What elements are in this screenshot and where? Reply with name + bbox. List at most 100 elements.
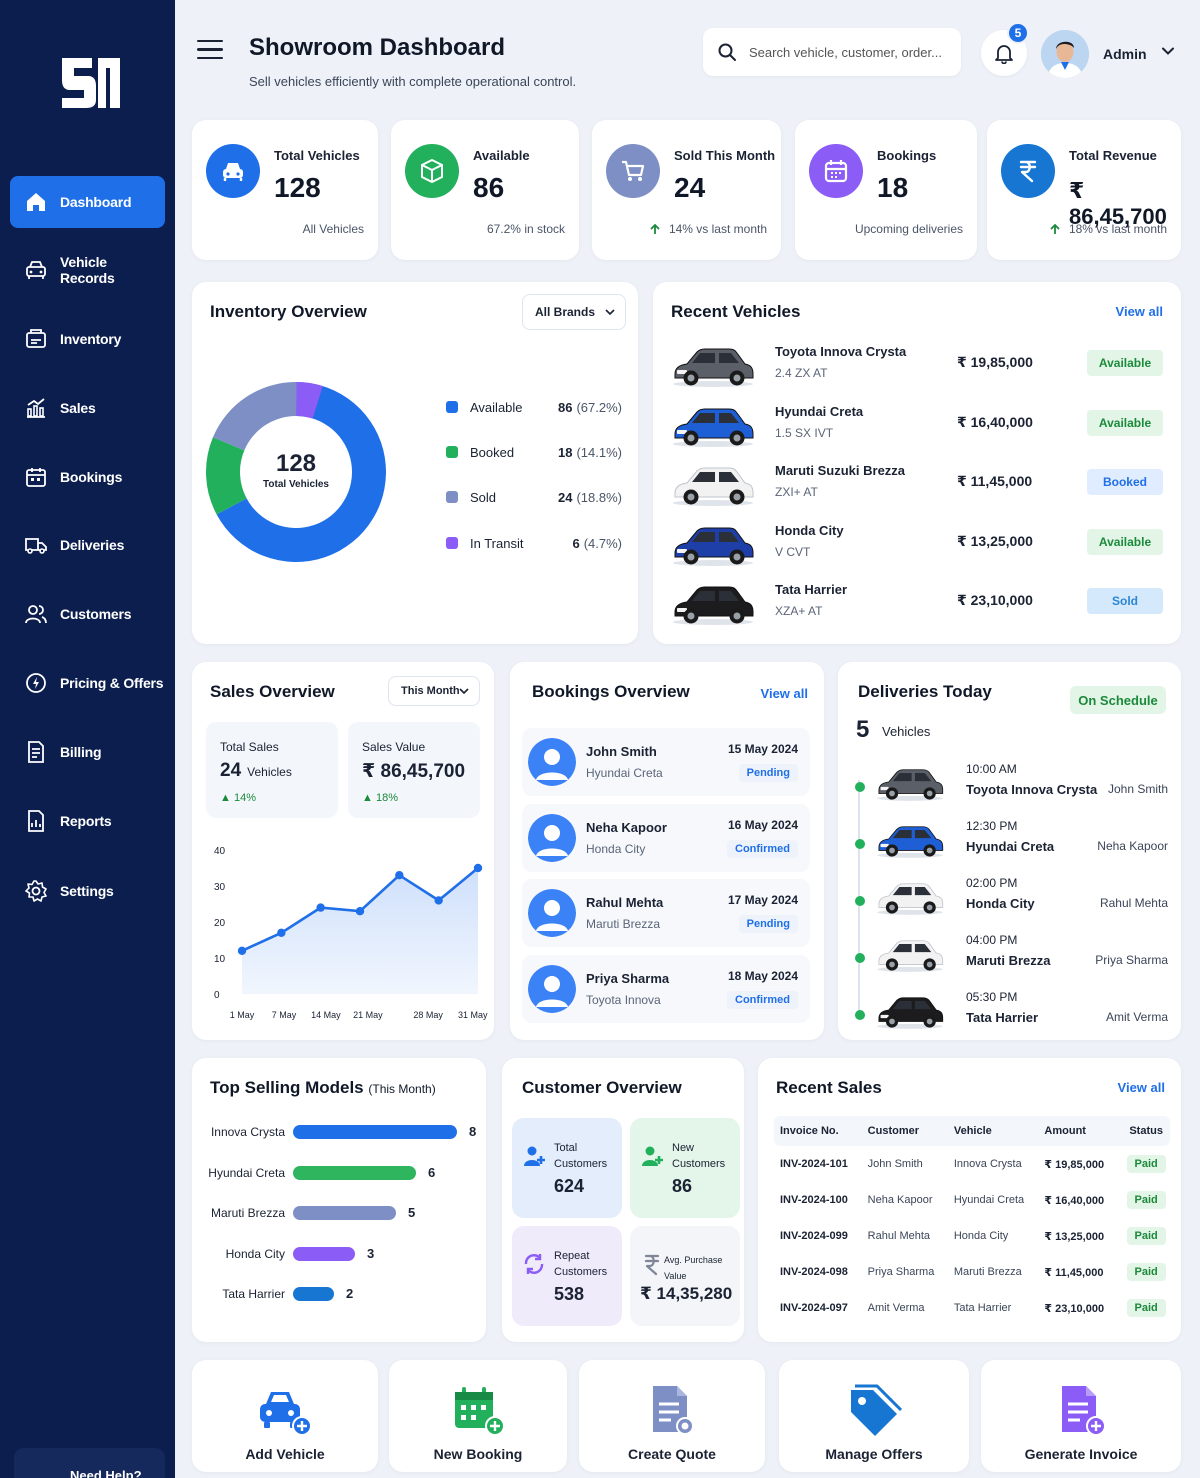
sidebar-item-vehicle-records[interactable]: Vehicle Records: [10, 244, 165, 296]
list-item[interactable]: John Smith Hyundai Creta 15 May 2024 Pendin…: [522, 728, 810, 796]
table-row[interactable]: INV-2024-099 Rahul Mehta Honda City ₹ 13,25…: [774, 1218, 1170, 1254]
bookings-title: Bookings Overview: [532, 682, 690, 701]
deliveries-title: Deliveries Today: [858, 682, 992, 701]
avatar[interactable]: [1041, 30, 1089, 78]
list-item[interactable]: 02:00 PM Honda City Rahul Mehta: [855, 870, 1168, 924]
avatar: [528, 738, 576, 786]
list-item[interactable]: Tata Harrier XZA+ AT ₹ 23,10,000 Sold: [669, 574, 1165, 630]
table-cell: Priya Sharma: [867, 1266, 935, 1278]
sidebar-item-label: Vehicle Records: [60, 254, 115, 286]
customer-stat-label: Repeat Customers: [554, 1248, 624, 1280]
quick-action-new-booking[interactable]: New Booking: [389, 1360, 567, 1472]
list-item[interactable]: Hyundai Creta 1.5 SX IVT ₹ 16,40,000 Availa…: [669, 396, 1165, 452]
sidebar-item-billing[interactable]: Billing: [10, 726, 165, 778]
list-item[interactable]: 10:00 AM Toyota Innova Crysta John Smith: [855, 756, 1168, 810]
bookings-view-all-link[interactable]: View all: [760, 686, 808, 701]
brand-filter-dropdown[interactable]: All Brands: [522, 294, 626, 330]
x-tick-label: 14 May: [311, 1010, 341, 1020]
delivery-time: 10:00 AM: [966, 762, 1017, 776]
chevron-down-icon: [605, 309, 615, 316]
bar-value: 5: [408, 1205, 416, 1220]
car-image: [673, 348, 754, 387]
legend-percent: (18.8%): [576, 489, 622, 505]
car-image: [673, 586, 754, 625]
table-cell: Paid: [1116, 1218, 1170, 1254]
stat-value: 128: [274, 172, 321, 203]
recent-sales-view-all-link[interactable]: View all: [1117, 1080, 1165, 1095]
page-subtitle: Sell vehicles efficiently with complete …: [249, 74, 577, 89]
timeline-dot: [855, 839, 865, 849]
column-header: Vehicle: [947, 1116, 1039, 1146]
recent-vehicles-title: Recent Vehicles: [671, 302, 801, 321]
sidebar-item-customers[interactable]: Customers: [10, 588, 165, 640]
customer-name: Neha Kapoor: [586, 819, 667, 835]
arrow-up-icon: [1050, 223, 1060, 234]
quick-action-manage-offers[interactable]: Manage Offers: [779, 1360, 969, 1472]
booking-date: 15 May 2024: [727, 742, 798, 756]
recent-sales-card: Recent Sales View all Invoice No. Custome…: [758, 1058, 1181, 1342]
quick-action-add-vehicle[interactable]: Add Vehicle: [192, 1360, 378, 1472]
arrow-up-icon: [650, 223, 660, 234]
table-row[interactable]: INV-2024-098 Priya Sharma Maruti Brezza ₹ 1…: [774, 1254, 1170, 1290]
status-badge: Confirmed: [727, 990, 798, 1009]
stat-card-sold-this-month[interactable]: Sold This Month 24 14% vs last month: [592, 120, 781, 260]
stat-card-total-revenue[interactable]: Total Revenue ₹ 86,45,700 18% vs last mont…: [987, 120, 1181, 260]
recent-vehicles-view-all-link[interactable]: View all: [1115, 304, 1163, 319]
status-badge: Paid: [1126, 1299, 1166, 1317]
sidebar-item-settings[interactable]: Settings: [10, 865, 165, 917]
donut-slice-booked: [206, 437, 247, 515]
quick-action-create-quote[interactable]: Create Quote: [579, 1360, 765, 1472]
sidebar-item-reports[interactable]: Reports: [10, 795, 165, 847]
sidebar-item-inventory[interactable]: Inventory: [10, 313, 165, 365]
sidebar-item-bookings[interactable]: Bookings: [10, 451, 165, 503]
list-item[interactable]: 04:00 PM Maruti Brezza Priya Sharma: [855, 927, 1168, 981]
data-point: [473, 863, 483, 873]
stat-card-bookings[interactable]: Bookings 18 Upcoming deliveries: [795, 120, 977, 260]
bar-row: Innova Crysta 8: [211, 1122, 476, 1142]
help-card[interactable]: Need Help?: [14, 1448, 165, 1478]
table-row[interactable]: INV-2024-097 Amit Verma Tata Harrier ₹ 23,1…: [774, 1290, 1170, 1326]
legend-swatch: [446, 446, 458, 458]
booking-date: 17 May 2024: [727, 893, 798, 907]
menu-toggle-icon[interactable]: [197, 40, 223, 62]
table-row[interactable]: INV-2024-100 Neha Kapoor Hyundai Creta ₹ 16…: [774, 1182, 1170, 1218]
quick-action-label: Add Vehicle: [245, 1446, 325, 1462]
list-item[interactable]: Neha Kapoor Honda City 16 May 2024 Confirme…: [522, 803, 810, 872]
user-name[interactable]: Admin: [1103, 46, 1147, 62]
sales-period-dropdown[interactable]: This Month: [388, 676, 480, 706]
stat-card-available[interactable]: Available 86 67.2% in stock: [391, 120, 579, 260]
x-tick-label: 21 May: [353, 1010, 383, 1020]
bell-icon: [995, 45, 1013, 64]
table-row[interactable]: INV-2024-101 John Smith Innova Crysta ₹ 19,…: [774, 1146, 1170, 1182]
sidebar-item-dashboard[interactable]: Dashboard: [10, 176, 165, 228]
brand-filter-value: All Brands: [535, 305, 596, 319]
sidebar-item-deliveries[interactable]: Deliveries: [10, 519, 165, 571]
vehicle-thumbnail: [669, 459, 757, 507]
list-item[interactable]: 05:30 PM Tata Harrier Amit Verma: [855, 984, 1168, 1038]
legend-item: Booked 18 (14.1%): [446, 442, 622, 462]
bar-row: Hyundai Creta 6: [208, 1163, 472, 1183]
delivery-model: Hyundai Creta: [966, 839, 1055, 854]
list-item[interactable]: Maruti Suzuki Brezza ZXI+ AT ₹ 11,45,000 Bo…: [669, 455, 1165, 511]
stat-subtext: 14% vs last month: [649, 222, 767, 236]
customer-stat-tile: Total Customers 624: [512, 1118, 622, 1218]
sidebar-item-pricing-offers[interactable]: Pricing & Offers: [10, 657, 165, 709]
list-item[interactable]: Toyota Innova Crysta 2.4 ZX AT ₹ 19,85,000…: [669, 336, 1165, 392]
customer-stat-value: 86: [672, 1176, 693, 1196]
table-cell: Hyundai Creta: [953, 1194, 1025, 1206]
chevron-down-icon[interactable]: [1161, 44, 1175, 58]
sidebar-item-sales[interactable]: Sales: [10, 382, 165, 434]
y-tick-label: 10: [214, 954, 226, 965]
table-cell: ₹ 19,85,000: [1044, 1158, 1105, 1171]
quick-action-label: Generate Invoice: [1024, 1446, 1138, 1462]
stat-card-total-vehicles[interactable]: Total Vehicles 128 All Vehicles: [192, 120, 378, 260]
list-item[interactable]: Rahul Mehta Maruti Brezza 17 May 2024 Pendi…: [522, 879, 810, 947]
list-item[interactable]: 12:30 PM Hyundai Creta Neha Kapoor: [855, 813, 1168, 867]
quick-action-generate-invoice[interactable]: Generate Invoice: [981, 1360, 1181, 1472]
recent-sales-table: Invoice No. Customer Vehicle Amount Status I…: [774, 1116, 1170, 1326]
list-item[interactable]: Priya Sharma Toyota Innova 18 May 2024 Conf…: [522, 954, 810, 1023]
booked-model: Toyota Innova: [586, 992, 661, 1007]
table-header-row: Invoice No. Customer Vehicle Amount Status: [774, 1116, 1170, 1146]
search-input[interactable]: [749, 44, 949, 60]
list-item[interactable]: Honda City V CVT ₹ 13,25,000 Available: [669, 515, 1165, 571]
